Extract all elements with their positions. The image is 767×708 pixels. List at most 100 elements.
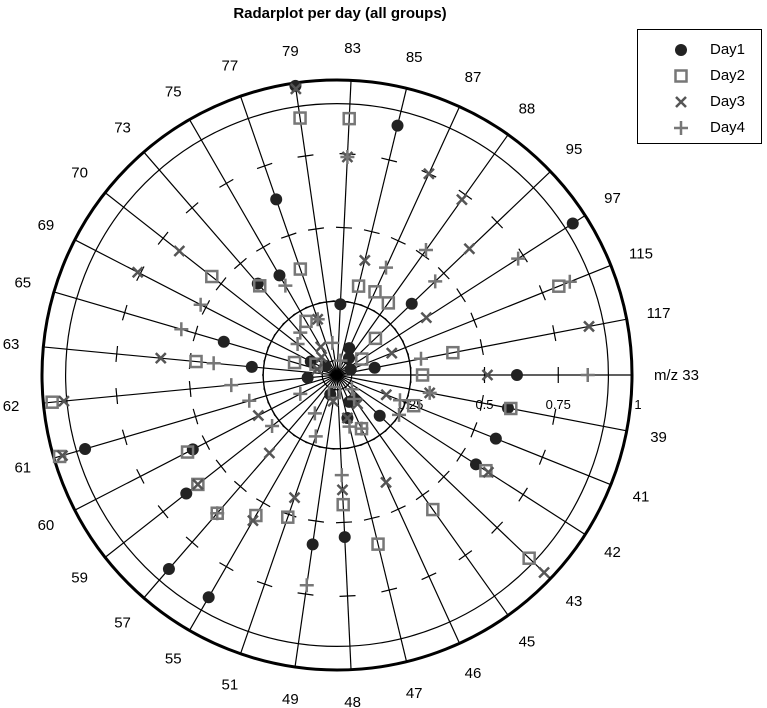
point-Day2-88: [381, 296, 396, 310]
point-Day3-70: [173, 245, 186, 257]
axis-label-60: 60: [38, 517, 55, 534]
axis-label-33: m/z 33: [654, 367, 699, 384]
tick-55-0.25: [292, 434, 308, 444]
tick-85-0.25: [346, 300, 363, 306]
point-Day3-62: [58, 395, 70, 407]
point-Day2-41: [406, 398, 421, 413]
point-Day3-95: [463, 242, 476, 255]
point-Day2-65: [287, 355, 302, 370]
tick-63-0.75: [115, 345, 119, 362]
point-Day4-97: [511, 251, 526, 266]
point-Day1-117: [368, 361, 381, 374]
point-Day1-83: [334, 298, 347, 311]
point-Day4-63: [206, 356, 221, 371]
point-Day2-55: [249, 508, 263, 523]
tick-39-0.5: [479, 394, 484, 411]
tick-115-1: [607, 257, 615, 274]
tick-79-0.75: [297, 154, 314, 158]
point-Day4-59: [265, 419, 280, 434]
tick-88-0.5: [415, 249, 430, 260]
legend-label-day2: Day2: [710, 67, 746, 84]
tick-60-1: [70, 502, 79, 518]
axis-label-57: 57: [114, 614, 131, 631]
point-Day1-41: [489, 432, 502, 445]
point-Day4-70: [290, 336, 305, 351]
tick-73-0.25: [282, 313, 296, 325]
tick-47-0.5: [363, 515, 380, 521]
tick-55-0.5: [256, 498, 271, 508]
tick-51-0.75: [256, 580, 273, 588]
point-Day1-63: [245, 360, 258, 373]
tick-59-1: [99, 550, 111, 565]
point-Day2-62: [45, 395, 59, 409]
point-Day3-65: [311, 363, 324, 376]
point-Day2-115: [552, 279, 566, 293]
tick-49-1: [287, 665, 304, 669]
point-Day1-85: [391, 119, 404, 132]
point-Day3-79: [289, 82, 302, 95]
point-Day4-45: [347, 392, 362, 407]
tick-73-0.75: [185, 202, 199, 214]
tick-57-0.75: [185, 536, 199, 548]
point-Day3-49: [327, 395, 340, 408]
point-Day2-77: [293, 262, 308, 276]
tick-95-0.25: [384, 317, 397, 331]
point-Day4-43: [344, 382, 359, 397]
tick-95-1: [544, 165, 557, 178]
point-Day4-61: [242, 393, 257, 408]
point-Day4-117: [414, 351, 429, 366]
tick-69-0.25: [267, 333, 276, 349]
tick-97-0.75: [518, 248, 528, 263]
tick-57-1: [137, 592, 151, 604]
legend-marker-filled-circle-icon: [675, 44, 687, 56]
point-Day3-48: [336, 484, 349, 496]
point-Day2-97: [355, 352, 369, 366]
tick-57-0.25: [282, 425, 296, 437]
tick-83-0.5: [335, 226, 353, 229]
point-Day3-60: [252, 409, 265, 422]
axis-label-45: 45: [519, 634, 536, 651]
point-Day3-42: [482, 466, 495, 479]
tick-117-0.5: [479, 339, 484, 356]
tick-69-1: [70, 232, 79, 248]
tick-95-0.5: [437, 267, 450, 280]
tick-57-0.5: [233, 480, 247, 493]
tick-46-0.25: [360, 438, 376, 446]
tick-42-0.5: [456, 447, 466, 462]
tick-70-0.75: [157, 231, 169, 245]
tick-69-0.5: [201, 300, 211, 315]
point-Day2-51: [281, 510, 295, 524]
tick-49-0.75: [297, 592, 314, 596]
tick-77-1: [232, 93, 249, 100]
tick-83-1: [343, 79, 360, 82]
tick-48-0.5: [335, 521, 353, 524]
axis-label-47: 47: [406, 685, 423, 702]
tick-117-0.75: [552, 325, 557, 342]
axis-label-43: 43: [566, 593, 583, 610]
point-Day2-59: [191, 477, 205, 492]
tick-59-0.5: [215, 459, 227, 473]
point-Day4-83: [340, 149, 355, 164]
point-Day4-49: [299, 578, 314, 593]
legend-label-day3: Day3: [710, 93, 746, 110]
tick-85-1: [398, 85, 415, 91]
radial-tick-label-1: 1: [634, 397, 641, 412]
point-Day1-65: [217, 335, 230, 348]
point-Day4-57: [210, 506, 225, 521]
point-Day3-88: [456, 193, 468, 206]
axis-label-83: 83: [344, 40, 361, 57]
tick-48-0.75: [339, 595, 356, 597]
tick-73-1: [137, 146, 151, 158]
point-Day2-48: [336, 497, 350, 512]
legend-label-day4: Day4: [710, 119, 746, 136]
point-Day1-79: [289, 79, 302, 92]
tick-39-0.25: [407, 380, 412, 397]
tick-65-0.75: [121, 304, 128, 321]
axis-label-85: 85: [406, 49, 423, 66]
tick-43-0.25: [384, 419, 397, 433]
point-Day1-42: [469, 458, 482, 471]
axis-label-42: 42: [604, 544, 621, 561]
point-Day2-87: [368, 285, 382, 299]
point-Day2-70: [205, 269, 219, 284]
point-Day4-87: [379, 260, 394, 275]
